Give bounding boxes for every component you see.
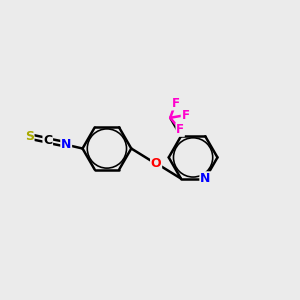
Text: F: F [172,97,179,110]
Text: N: N [61,138,71,151]
Text: O: O [151,157,161,170]
Text: F: F [182,109,189,122]
Text: S: S [25,130,34,143]
Text: F: F [176,123,184,136]
Text: N: N [200,172,211,185]
Text: C: C [43,134,52,147]
